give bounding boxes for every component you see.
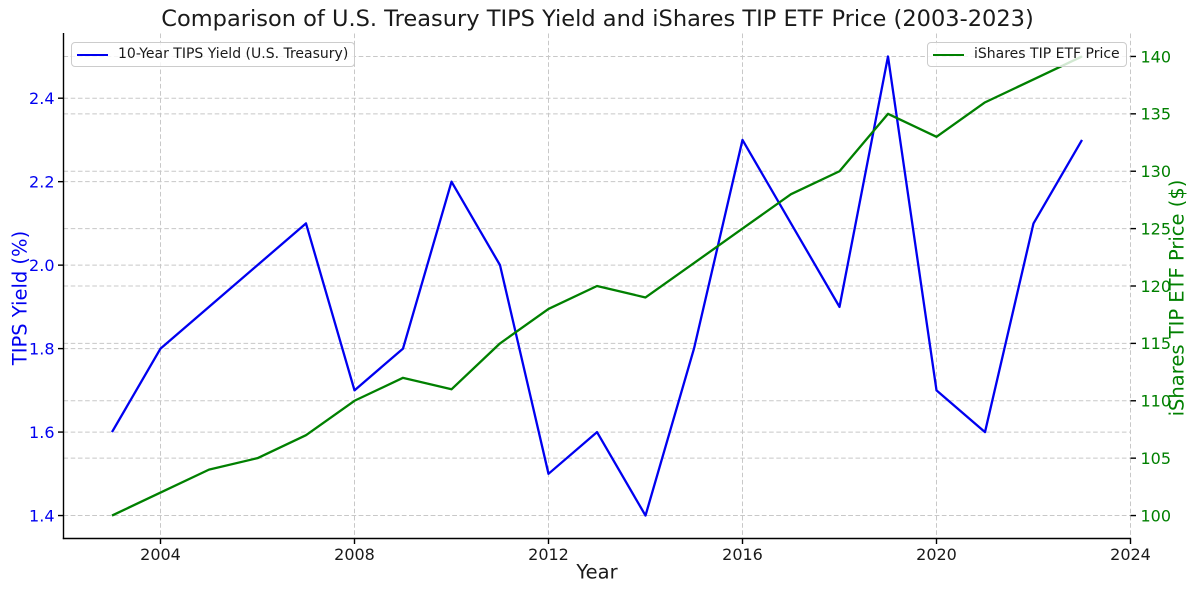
xtick-label-2020: 2020 xyxy=(916,545,957,564)
chart-title: Comparison of U.S. Treasury TIPS Yield a… xyxy=(161,6,1033,32)
ytick-left-label-2.0: 2.0 xyxy=(29,256,54,275)
ytick-right-label-105: 105 xyxy=(1141,449,1172,468)
ytick-right-label-110: 110 xyxy=(1141,392,1172,411)
ytick-right-label-115: 115 xyxy=(1141,334,1172,353)
ytick-left-label-1.4: 1.4 xyxy=(29,506,54,525)
legend-tips-yield: 10-Year TIPS Yield (U.S. Treasury) xyxy=(71,42,356,67)
ytick-right-label-130: 130 xyxy=(1141,162,1172,181)
legend-etf-price: iShares TIP ETF Price xyxy=(927,42,1127,67)
xtick-label-2016: 2016 xyxy=(722,545,763,564)
tips-yield-line xyxy=(111,55,1083,517)
axes xyxy=(58,33,1136,544)
ytick-left-label-1.8: 1.8 xyxy=(29,339,54,358)
xtick-label-2024: 2024 xyxy=(1110,545,1151,564)
y-axis-label-right: iShares TIP ETF Price ($) xyxy=(1166,180,1189,417)
ytick-right-label-135: 135 xyxy=(1141,105,1172,124)
ytick-left-label-1.6: 1.6 xyxy=(29,423,54,442)
xtick-label-2008: 2008 xyxy=(334,545,375,564)
data-series xyxy=(111,55,1083,517)
tips-line-sample xyxy=(77,53,108,56)
xtick-label-2012: 2012 xyxy=(528,545,569,564)
y-axis-label-left: TIPS Yield (%) xyxy=(9,231,32,366)
ytick-right-label-100: 100 xyxy=(1141,506,1172,525)
tick-labels: 2004 2008 2012 2016 2020 2024 1.4 1.6 1.8 2.0 2.2 2… xyxy=(29,47,1171,564)
ytick-right-label-120: 120 xyxy=(1141,277,1172,296)
ytick-right-label-125: 125 xyxy=(1141,219,1172,238)
legend-etf-label: iShares TIP ETF Price xyxy=(974,46,1120,62)
ytick-left-label-2.2: 2.2 xyxy=(29,172,54,191)
xtick-label-2004: 2004 xyxy=(140,545,181,564)
x-axis-label: Year xyxy=(575,561,618,584)
ytick-left-label-2.4: 2.4 xyxy=(29,89,54,108)
ytick-right-label-140: 140 xyxy=(1141,47,1172,66)
etf-line-sample xyxy=(933,53,964,56)
legend-tips-label: 10-Year TIPS Yield (U.S. Treasury) xyxy=(118,46,349,62)
etf-price-line xyxy=(111,55,1083,517)
